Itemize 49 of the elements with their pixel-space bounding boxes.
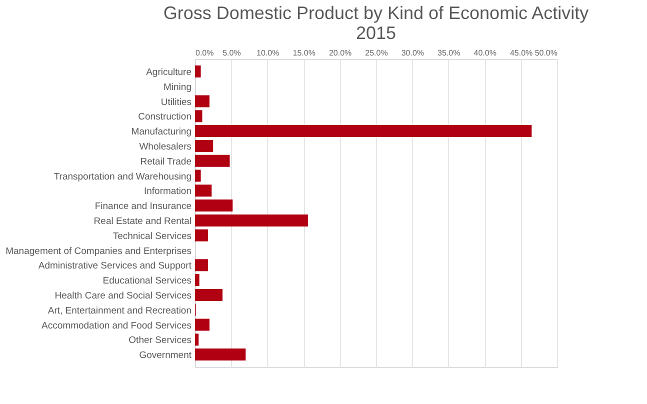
- x-tick-label: 20.0%: [328, 48, 352, 58]
- bar: [195, 288, 223, 301]
- y-tick-label: Health Care and Social Services: [54, 290, 192, 302]
- y-tick-label: Transportation and Warehousing: [54, 171, 192, 182]
- y-tick-label: Other Services: [128, 335, 192, 346]
- x-tick-label: 10.0%: [256, 48, 280, 58]
- y-tick-label: Utilities: [160, 96, 192, 108]
- bar: [195, 200, 233, 212]
- x-tick-label: 0.0%: [196, 48, 214, 58]
- bar: [195, 318, 210, 331]
- y-tick-label: Information: [144, 186, 192, 198]
- bar: [195, 229, 208, 242]
- bar: [195, 259, 208, 272]
- y-tick-label: Government: [139, 350, 192, 362]
- y-tick-label: Management of Companies and Enterprises: [6, 246, 192, 257]
- x-tick-label: 30.0%: [401, 48, 424, 58]
- bar: [195, 65, 201, 78]
- y-tick-label: Wholesalers: [139, 141, 192, 152]
- x-tick-label: 5.0%: [222, 48, 241, 58]
- y-tick-label: Agriculture: [146, 66, 192, 78]
- y-tick-label: Manufacturing: [131, 126, 192, 138]
- y-tick-label: Art, Entertainment and Recreation: [48, 305, 192, 316]
- y-tick-label: Educational Services: [102, 276, 192, 287]
- x-tick-label: 15.0%: [292, 48, 316, 58]
- y-tick-label: Mining: [164, 82, 192, 93]
- x-tick-label: 40.0%: [474, 48, 496, 58]
- x-tick-label: 50.0%: [534, 48, 558, 58]
- x-tick-label: 25.0%: [365, 48, 388, 58]
- x-tick-label: 35.0%: [438, 48, 460, 58]
- bar: [195, 125, 532, 138]
- bar: [195, 214, 308, 226]
- y-tick-label: Retail Trade: [140, 156, 192, 168]
- y-tick-label: Accommodation and Food Services: [42, 320, 192, 332]
- x-tick-label: 45.0%: [510, 48, 533, 58]
- bar: [195, 348, 246, 361]
- bar: [195, 334, 199, 346]
- y-tick-label: Construction: [138, 112, 192, 123]
- bar: [195, 184, 212, 197]
- bar: [195, 95, 210, 108]
- bar: [195, 154, 230, 167]
- bar: [195, 140, 214, 152]
- y-tick-label: Finance and Insurance: [94, 201, 192, 212]
- bar: [195, 110, 202, 122]
- y-tick-label: Technical Services: [112, 230, 192, 242]
- chart-title: Gross Domestic Product by Kind of Economic Activity 2015: [163, 3, 589, 43]
- bar: [195, 274, 200, 286]
- bar: [195, 170, 201, 182]
- y-tick-label: Administrative Services and Support: [38, 260, 192, 272]
- y-tick-label: Real Estate and Rental: [94, 216, 192, 227]
